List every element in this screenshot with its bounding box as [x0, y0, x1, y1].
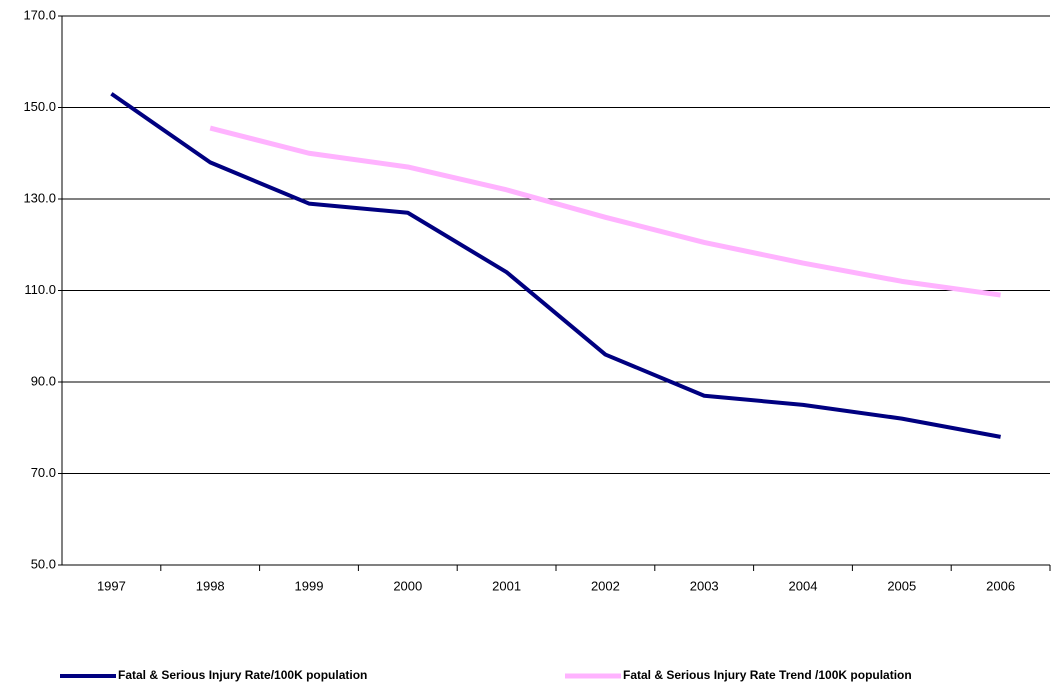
- x-tick-label: 2002: [591, 578, 620, 593]
- legend-label: Fatal & Serious Injury Rate/100K populat…: [118, 668, 367, 682]
- x-tick-label: 2003: [690, 578, 719, 593]
- y-tick-label: 150.0: [23, 99, 56, 114]
- x-tick-label: 2006: [986, 578, 1015, 593]
- series-line: [209, 125, 1001, 298]
- y-tick-label: 90.0: [31, 373, 56, 388]
- x-tick-label: 1999: [295, 578, 324, 593]
- x-tick-label: 2000: [393, 578, 422, 593]
- x-tick-label: 2001: [492, 578, 521, 593]
- y-tick-label: 130.0: [23, 190, 56, 205]
- x-tick-label: 1998: [196, 578, 225, 593]
- x-tick-label: 2005: [887, 578, 916, 593]
- y-tick-label: 50.0: [31, 556, 56, 571]
- legend-label: Fatal & Serious Injury Rate Trend /100K …: [623, 668, 912, 682]
- x-tick-label: 1997: [97, 578, 126, 593]
- y-tick-label: 70.0: [31, 465, 56, 480]
- y-tick-label: 170.0: [23, 7, 56, 22]
- x-tick-label: 2004: [789, 578, 818, 593]
- y-tick-label: 110.0: [24, 282, 56, 297]
- series-line: [110, 92, 1001, 439]
